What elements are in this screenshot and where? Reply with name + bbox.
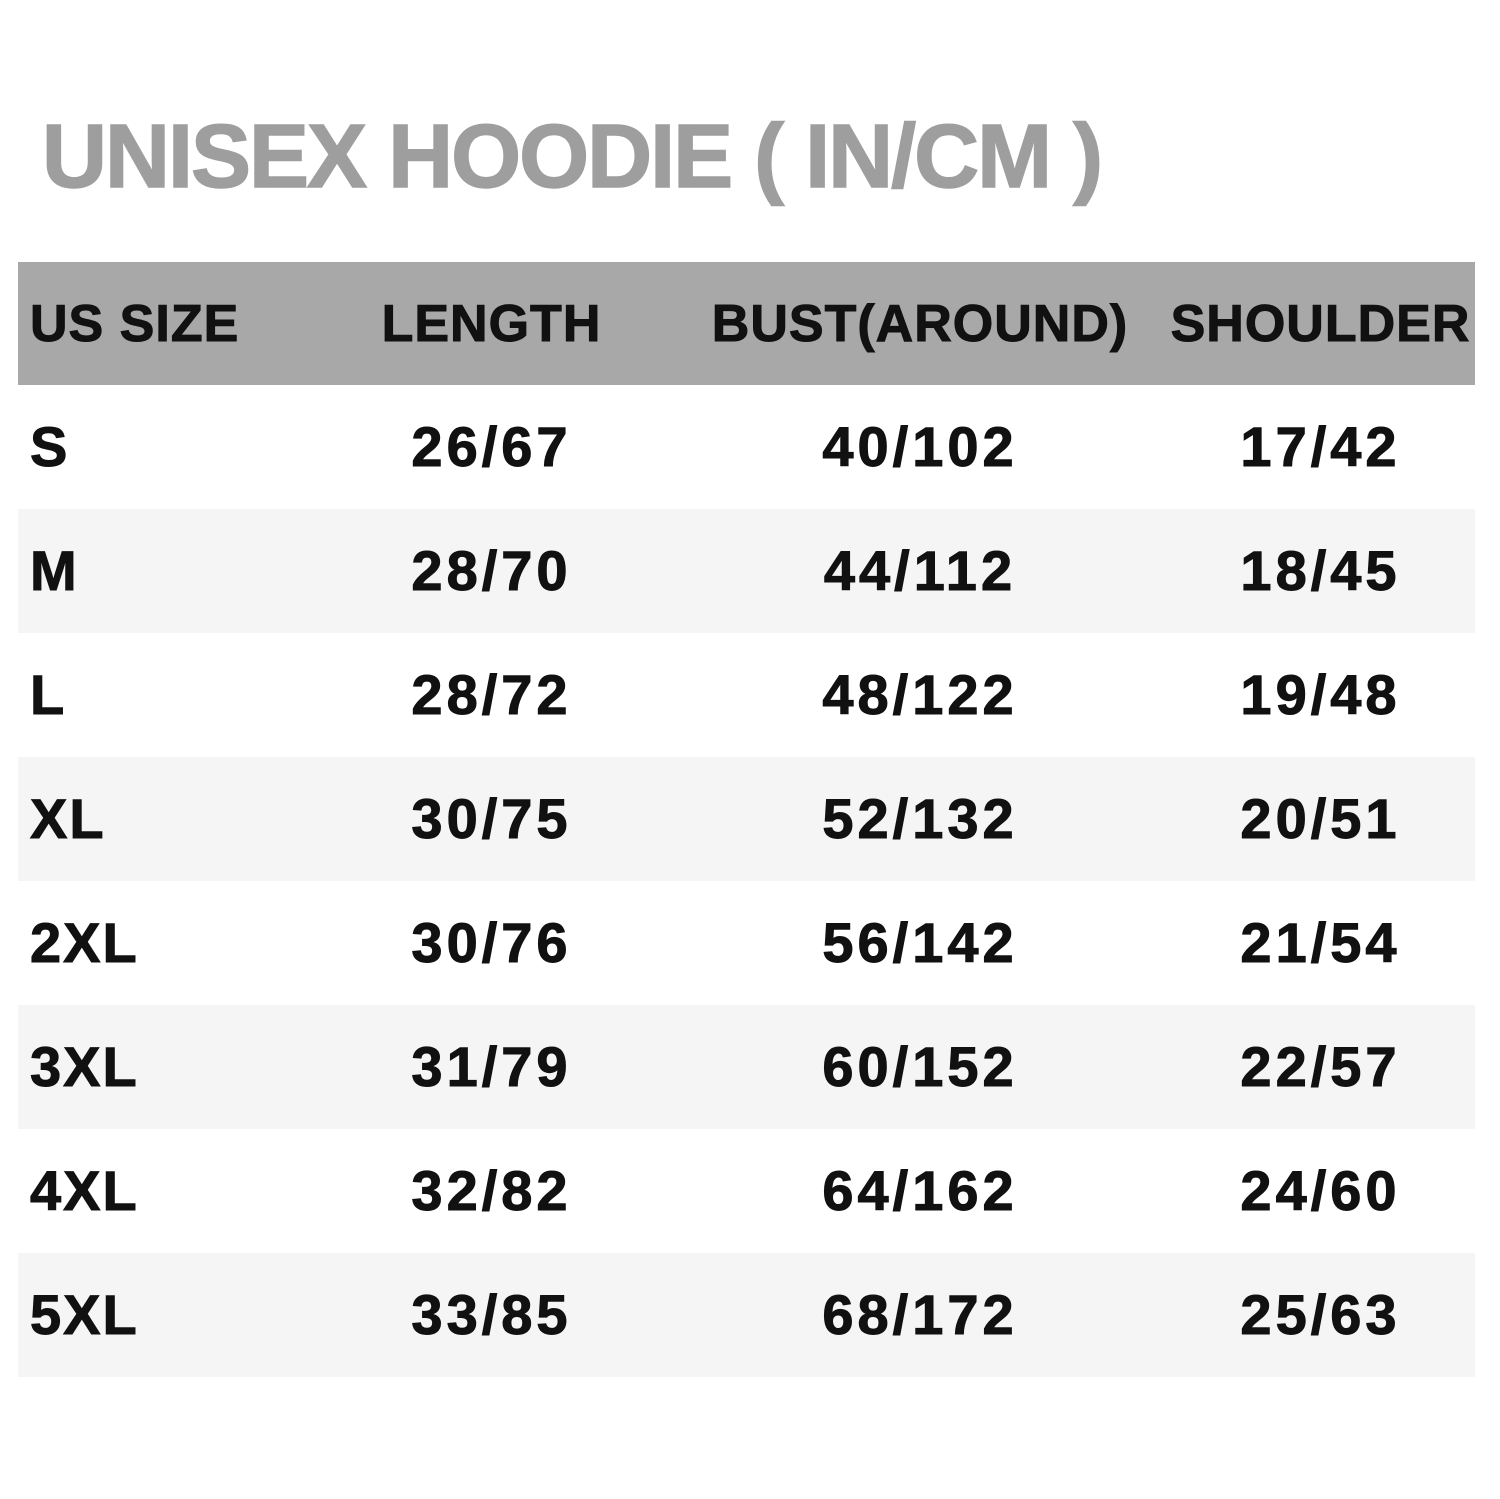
cell-bust: 64/162 xyxy=(822,1159,1018,1222)
cell-length: 31/79 xyxy=(411,1035,572,1098)
cell-shoulder: 24/60 xyxy=(1240,1159,1401,1222)
cell-length: 30/76 xyxy=(411,911,572,974)
table-header-row: US SIZE LENGTH BUST(AROUND) SHOULDER xyxy=(18,262,1475,385)
column-header-shoulder: SHOULDER xyxy=(1170,294,1471,353)
table-row: 5XL 33/85 68/172 25/63 xyxy=(18,1253,1475,1377)
cell-shoulder: 20/51 xyxy=(1240,787,1401,850)
column-header-bust: BUST(AROUND) xyxy=(711,294,1129,353)
cell-shoulder: 22/57 xyxy=(1240,1035,1401,1098)
cell-us-size: S xyxy=(30,415,70,478)
cell-shoulder: 25/63 xyxy=(1240,1283,1401,1346)
cell-length: 30/75 xyxy=(411,787,572,850)
cell-length: 28/70 xyxy=(411,539,572,602)
cell-length: 33/85 xyxy=(411,1283,572,1346)
cell-shoulder: 18/45 xyxy=(1240,539,1401,602)
cell-length: 28/72 xyxy=(411,663,572,726)
cell-us-size: 5XL xyxy=(30,1283,139,1346)
cell-bust: 60/152 xyxy=(822,1035,1018,1098)
cell-length: 26/67 xyxy=(411,415,572,478)
cell-bust: 48/122 xyxy=(822,663,1018,726)
size-table: US SIZE LENGTH BUST(AROUND) SHOULDER S 2… xyxy=(18,262,1475,1377)
cell-length: 32/82 xyxy=(411,1159,572,1222)
table-row: 3XL 31/79 60/152 22/57 xyxy=(18,1005,1475,1129)
table-row: XL 30/75 52/132 20/51 xyxy=(18,757,1475,881)
table-body: S 26/67 40/102 17/42 M 28/70 44/112 18/4… xyxy=(18,385,1475,1377)
cell-us-size: 4XL xyxy=(30,1159,139,1222)
table-row: 4XL 32/82 64/162 24/60 xyxy=(18,1129,1475,1253)
cell-bust: 68/172 xyxy=(822,1283,1018,1346)
cell-shoulder: 17/42 xyxy=(1240,415,1401,478)
cell-shoulder: 21/54 xyxy=(1240,911,1401,974)
cell-shoulder: 19/48 xyxy=(1240,663,1401,726)
cell-us-size: XL xyxy=(30,787,106,850)
cell-us-size: L xyxy=(30,663,67,726)
cell-us-size: 2XL xyxy=(30,911,139,974)
cell-us-size: 3XL xyxy=(30,1035,139,1098)
page-title: UNISEX HOODIE ( IN/CM ) xyxy=(41,107,1104,207)
column-header-us-size: US SIZE xyxy=(30,294,240,353)
cell-bust: 56/142 xyxy=(822,911,1018,974)
cell-bust: 40/102 xyxy=(822,415,1018,478)
table-row: L 28/72 48/122 19/48 xyxy=(18,633,1475,757)
table-row: 2XL 30/76 56/142 21/54 xyxy=(18,881,1475,1005)
cell-bust: 52/132 xyxy=(822,787,1018,850)
table-row: M 28/70 44/112 18/45 xyxy=(18,509,1475,633)
cell-us-size: M xyxy=(30,539,79,602)
table-row: S 26/67 40/102 17/42 xyxy=(18,385,1475,509)
cell-bust: 44/112 xyxy=(823,539,1017,602)
column-header-length: LENGTH xyxy=(381,294,602,353)
